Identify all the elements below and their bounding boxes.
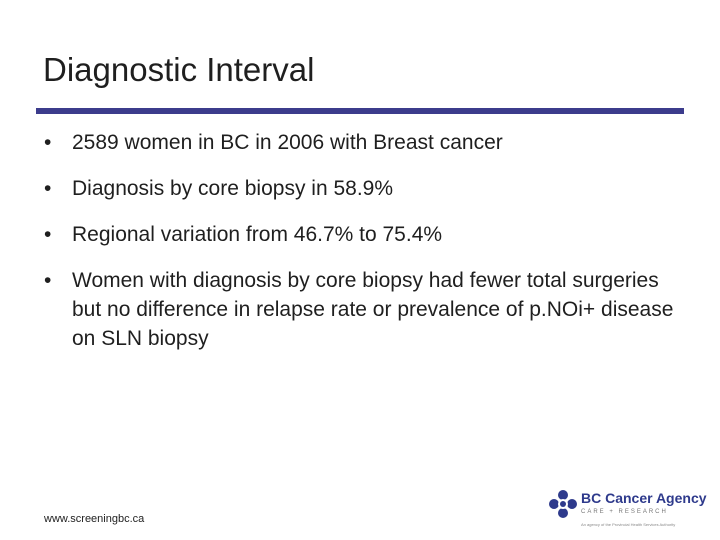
bc-cancer-agency-logo: BC Cancer Agency CARE + RESEARCH An agen… bbox=[548, 486, 713, 534]
bc-cancer-agency-logo-icon bbox=[549, 490, 577, 518]
title-divider bbox=[36, 108, 684, 114]
bullet-item: • Women with diagnosis by core biopsy ha… bbox=[44, 266, 684, 353]
bullet-glyph: • bbox=[44, 223, 52, 246]
bullet-text: Regional variation from 46.7% to 75.4% bbox=[72, 223, 443, 246]
bullet-item: • Diagnosis by core biopsy in 58.9% bbox=[44, 174, 684, 203]
logo-name: BC Cancer Agency bbox=[581, 490, 707, 506]
bullet-item: • 2589 women in BC in 2006 with Breast c… bbox=[44, 128, 684, 157]
logo-subtitle: An agency of the Provincial Health Servi… bbox=[581, 522, 676, 527]
logo-tagline: CARE + RESEARCH bbox=[581, 509, 668, 515]
bullet-glyph: • bbox=[44, 269, 52, 292]
bullet-text: Diagnosis by core biopsy in 58.9% bbox=[72, 177, 394, 200]
bullet-glyph: • bbox=[44, 177, 52, 200]
bullet-glyph: • bbox=[44, 131, 52, 154]
bullet-text: 2589 women in BC in 2006 with Breast can… bbox=[72, 131, 503, 154]
bullet-text: Women with diagnosis by core biopsy had … bbox=[72, 269, 674, 350]
slide-title: Diagnostic Interval bbox=[43, 51, 315, 88]
bullet-list: • 2589 women in BC in 2006 with Breast c… bbox=[44, 128, 684, 370]
bullet-item: • Regional variation from 46.7% to 75.4% bbox=[44, 220, 684, 249]
footer-url: www.screeningbc.ca bbox=[44, 513, 145, 525]
